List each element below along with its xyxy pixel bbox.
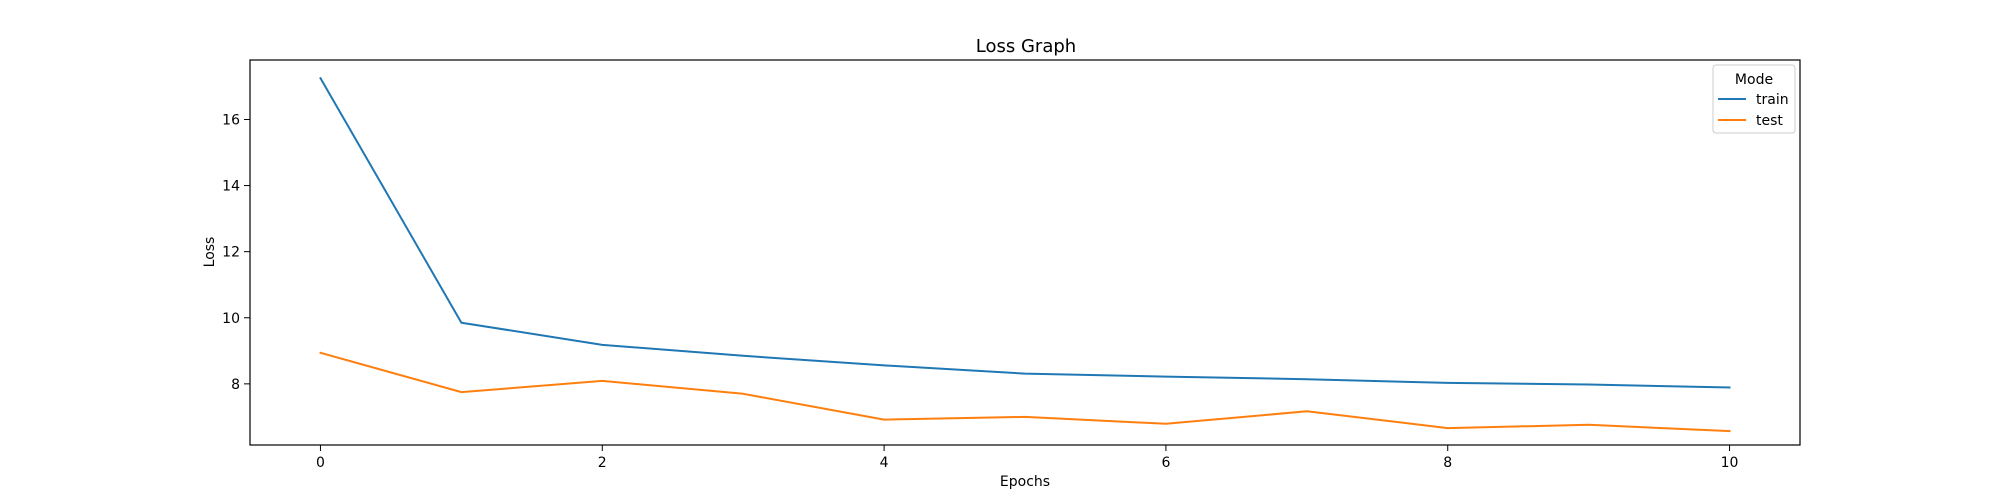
x-tick-label: 0 (316, 455, 325, 471)
x-tick-label: 4 (880, 455, 889, 471)
y-tick-label: 12 (222, 245, 240, 261)
plot-lines (319, 76, 1731, 433)
legend-label-train: train (1756, 92, 1789, 108)
legend-box (1712, 64, 1796, 134)
x-tick-label: 8 (1443, 455, 1452, 471)
y-tick-label: 10 (222, 311, 240, 327)
legend: Mode train test (1712, 64, 1796, 134)
series-line-test (319, 351, 1731, 433)
x-axis-ticks: 0 2 4 6 8 10 (316, 445, 1738, 471)
y-tick-label: 16 (222, 112, 240, 128)
x-tick-label: 2 (598, 455, 607, 471)
y-axis-label: Loss (202, 237, 218, 268)
y-tick-label: 8 (231, 377, 240, 393)
y-tick-label: 14 (222, 179, 240, 195)
x-tick-label: 6 (1161, 455, 1170, 471)
plot-frame (249, 59, 1801, 446)
x-axis-label: Epochs (1000, 474, 1050, 490)
x-tick-label: 10 (1721, 455, 1739, 471)
series-line-train (319, 76, 1731, 389)
chart-title: Loss Graph (976, 36, 1076, 57)
legend-title: Mode (1735, 72, 1773, 88)
legend-label-test: test (1756, 113, 1783, 129)
y-axis-ticks: 8 10 12 14 16 (222, 112, 250, 393)
